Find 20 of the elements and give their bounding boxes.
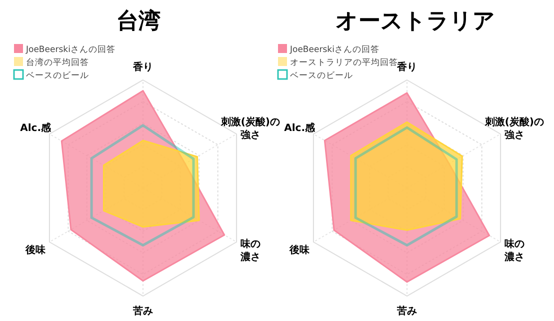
spoke-label: 香り: [396, 60, 417, 73]
spoke-label: 刺激(炭酸)の強さ: [484, 116, 544, 141]
spoke-label: 後味: [24, 244, 47, 256]
spoke-label: Alc.感: [284, 122, 316, 134]
legend-label: ベースのビール: [290, 70, 353, 81]
spoke-label: Alc.感: [20, 122, 52, 134]
spoke-label: 後味: [288, 244, 311, 256]
chart-title: オーストラリア: [336, 9, 496, 34]
legend-label: JoeBeerskiさんの回答: [25, 44, 116, 55]
legend-label: JoeBeerskiさんの回答: [289, 44, 380, 55]
spoke-label: 刺激(炭酸)の強さ: [220, 116, 280, 141]
spoke-label: 味の濃さ: [239, 238, 260, 264]
legend-label: オーストラリアの平均回答: [290, 57, 398, 68]
legend-label: ベースのビール: [26, 70, 89, 81]
legend-label: 台湾の平均回答: [26, 57, 89, 68]
spoke-label: 味の濃さ: [503, 238, 524, 264]
chart-title: 台湾: [116, 8, 160, 34]
spoke-label: 苦み: [396, 305, 417, 318]
spoke-label: 苦み: [132, 305, 153, 318]
spoke-label: 香り: [132, 60, 153, 73]
